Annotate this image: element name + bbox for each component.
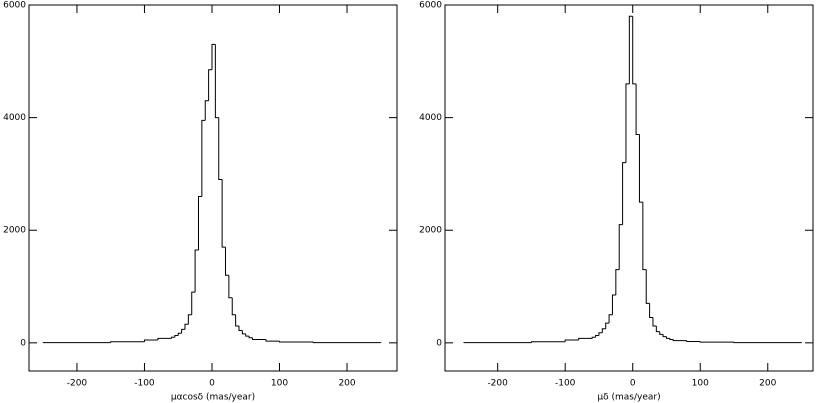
- histogram-bin: [699, 341, 734, 343]
- histogram-bin: [201, 119, 206, 197]
- histogram-bin: [605, 322, 610, 329]
- histogram-bin: [265, 339, 280, 342]
- histogram-bin: [598, 332, 603, 336]
- histogram-bin: [659, 331, 664, 335]
- y-tick-label: 4000: [419, 113, 442, 123]
- histogram-bin: [279, 341, 314, 343]
- x-tick-label: 100: [692, 379, 709, 389]
- histogram-bin: [245, 333, 250, 337]
- histogram-bin: [733, 342, 803, 344]
- x-tick-label: -100: [134, 379, 155, 389]
- histogram-bin: [221, 179, 226, 248]
- x-tick-label: -200: [67, 379, 88, 389]
- x-tick-label: 100: [271, 379, 288, 389]
- histogram-bin: [248, 336, 253, 339]
- histogram-bin: [241, 330, 246, 335]
- histogram-bin: [238, 325, 243, 331]
- histogram-bin: [218, 117, 223, 181]
- y-tick-label: 0: [436, 338, 442, 348]
- histogram-bin: [235, 314, 239, 327]
- histogram-bin: [665, 336, 670, 339]
- histogram-bin: [628, 15, 633, 84]
- histogram-bin: [204, 100, 209, 121]
- histogram-bin: [530, 341, 566, 343]
- histogram-bin: [642, 202, 647, 271]
- histogram-bin: [591, 336, 596, 339]
- y-tick-label: 2000: [419, 226, 442, 236]
- histogram-bin: [608, 314, 613, 324]
- histogram-bin: [174, 335, 179, 338]
- histogram-bin: [618, 224, 623, 270]
- histogram-bin: [194, 249, 199, 293]
- histogram-bin: [645, 269, 650, 304]
- histogram-bin: [662, 334, 667, 338]
- histogram-bin: [228, 275, 233, 299]
- x-axis-label: μαcosδ (mas/year): [171, 393, 255, 403]
- x-tick-label: -100: [555, 379, 576, 389]
- histogram-bin: [170, 336, 175, 339]
- histogram-bin: [564, 339, 579, 342]
- histogram-bin: [611, 294, 616, 315]
- x-tick-label: -200: [487, 379, 508, 389]
- x-tick-label: 0: [630, 379, 636, 389]
- histogram-bin: [632, 16, 637, 85]
- histogram-bin: [181, 328, 185, 334]
- histogram-bin: [652, 317, 657, 327]
- histogram-bin: [197, 195, 202, 250]
- histogram-bin: [191, 291, 196, 315]
- histogram-bin: [184, 323, 189, 330]
- histogram-bin: [312, 342, 382, 344]
- histogram-bin: [669, 338, 674, 340]
- x-tick-label: 0: [209, 379, 215, 389]
- histogram-bin: [252, 337, 267, 340]
- histogram-bin: [601, 328, 606, 333]
- y-tick-label: 4000: [3, 113, 26, 123]
- histogram-bin: [157, 337, 172, 341]
- histogram-bin: [211, 43, 216, 70]
- histogram-bin: [110, 341, 145, 343]
- histogram-bin: [231, 297, 236, 316]
- histogram-bin: [686, 340, 701, 342]
- y-tick-label: 6000: [419, 1, 442, 11]
- y-tick-label: 6000: [3, 1, 26, 11]
- histogram-bin: [672, 339, 687, 342]
- x-tick-label: 200: [338, 379, 355, 389]
- plot-frame: [28, 4, 398, 372]
- x-axis-label: μδ (mas/year): [597, 393, 660, 403]
- plot-frame: [444, 4, 814, 372]
- histogram-bin: [649, 303, 653, 319]
- histogram-bin: [638, 134, 643, 203]
- histogram-bin: [214, 44, 219, 119]
- x-tick-label: 200: [759, 379, 776, 389]
- histogram-bin: [625, 83, 630, 163]
- histogram-bin: [622, 162, 626, 225]
- histogram-bin: [595, 335, 599, 338]
- histogram-bin: [177, 332, 182, 336]
- histogram-bin: [187, 314, 192, 325]
- y-tick-label: 0: [20, 338, 26, 348]
- histogram-bin: [143, 339, 158, 342]
- histogram-bin: [615, 269, 620, 295]
- histogram-bin: [655, 325, 660, 333]
- histogram-bin: [578, 337, 593, 341]
- histogram-bin: [635, 83, 640, 136]
- histogram-bin: [208, 69, 212, 101]
- histogram-bin: [224, 247, 229, 276]
- y-tick-label: 2000: [3, 226, 26, 236]
